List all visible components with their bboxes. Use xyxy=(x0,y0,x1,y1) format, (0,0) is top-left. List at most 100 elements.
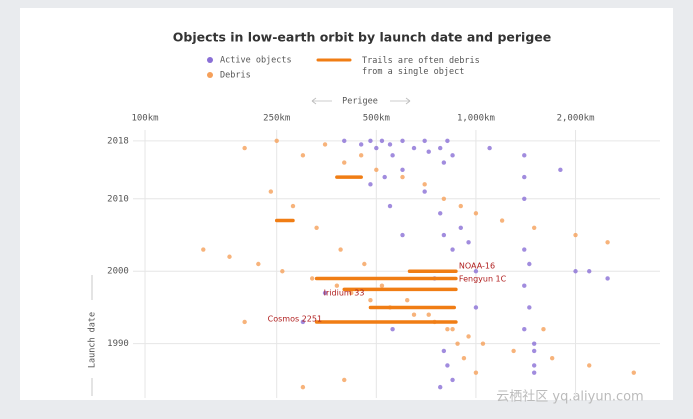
point xyxy=(322,142,328,147)
point xyxy=(309,276,315,281)
x-tick-label: 250km xyxy=(263,114,290,124)
point xyxy=(390,153,395,158)
point xyxy=(531,225,537,230)
point xyxy=(438,384,443,390)
point xyxy=(441,348,447,354)
point xyxy=(201,247,206,252)
point xyxy=(268,189,274,194)
point xyxy=(390,326,395,332)
point xyxy=(334,283,340,288)
annotation: Iridium 33 xyxy=(324,288,365,297)
point xyxy=(522,326,527,332)
point xyxy=(458,225,463,230)
point xyxy=(400,138,405,144)
point xyxy=(631,370,636,375)
point xyxy=(445,363,450,368)
legend-swatch xyxy=(207,72,213,78)
point xyxy=(531,348,537,354)
point xyxy=(605,240,610,245)
point xyxy=(368,138,373,144)
point xyxy=(549,355,555,361)
point xyxy=(541,326,546,332)
y-tick-label: 1990 xyxy=(107,339,129,349)
legend-label: Active objects xyxy=(220,56,292,66)
point xyxy=(450,153,455,158)
point xyxy=(527,305,532,310)
point xyxy=(362,261,367,267)
point xyxy=(438,145,443,151)
point xyxy=(522,196,527,202)
point xyxy=(558,167,563,173)
point xyxy=(358,142,364,147)
y-tick-label: 2018 xyxy=(107,136,129,146)
y-tick-label: 2000 xyxy=(107,267,129,277)
point xyxy=(573,269,578,274)
point xyxy=(280,269,285,274)
point xyxy=(522,283,527,288)
point xyxy=(522,153,527,158)
chart-title: Objects in low-earth orbit by launch dat… xyxy=(173,30,552,45)
point xyxy=(422,189,427,194)
point xyxy=(473,211,479,216)
point xyxy=(256,261,261,267)
point xyxy=(461,355,467,361)
point xyxy=(242,319,247,325)
point xyxy=(441,232,447,238)
point xyxy=(400,232,405,238)
x-tick-label: 1,000km xyxy=(457,114,495,124)
point xyxy=(445,138,450,144)
point xyxy=(466,240,471,245)
point xyxy=(322,290,328,296)
point xyxy=(426,312,431,317)
point xyxy=(587,269,592,274)
point xyxy=(368,182,373,187)
point xyxy=(382,174,387,180)
legend-label: Debris xyxy=(220,71,251,81)
point xyxy=(450,326,455,332)
point xyxy=(450,247,455,252)
point xyxy=(227,254,232,259)
point xyxy=(441,160,447,165)
y-axis-label: Launch date xyxy=(88,312,98,368)
card xyxy=(20,8,673,400)
annotation: Fengyun 1C xyxy=(459,275,507,284)
point xyxy=(531,341,537,346)
x-axis-label: Perigee xyxy=(342,97,378,107)
point xyxy=(338,247,343,252)
legend-label: Trails are often debris from a single obj… xyxy=(362,56,480,77)
point xyxy=(527,261,532,267)
x-tick-label: 2,000km xyxy=(557,114,595,124)
point xyxy=(605,276,610,281)
point xyxy=(374,145,379,151)
point xyxy=(300,319,306,325)
point xyxy=(426,149,431,154)
point xyxy=(422,182,427,187)
point xyxy=(473,305,479,310)
point xyxy=(300,153,306,158)
point xyxy=(455,341,460,346)
point xyxy=(387,142,393,147)
point xyxy=(290,203,296,209)
point xyxy=(573,232,578,238)
point xyxy=(379,138,385,144)
point xyxy=(531,370,537,375)
point xyxy=(458,203,463,209)
point xyxy=(314,225,319,230)
point xyxy=(473,370,479,375)
point xyxy=(411,145,417,151)
point xyxy=(342,377,347,383)
point xyxy=(405,298,410,303)
point xyxy=(438,211,443,216)
point xyxy=(422,138,427,144)
point xyxy=(374,167,379,173)
point xyxy=(441,196,447,202)
point xyxy=(400,167,405,173)
x-tick-label: 100km xyxy=(131,114,158,124)
point xyxy=(531,363,537,368)
point xyxy=(387,203,393,209)
legend-swatch xyxy=(207,57,213,63)
point xyxy=(300,384,306,390)
point xyxy=(587,363,592,368)
watermark: 云栖社区 yq.aliyun.com xyxy=(496,389,643,405)
